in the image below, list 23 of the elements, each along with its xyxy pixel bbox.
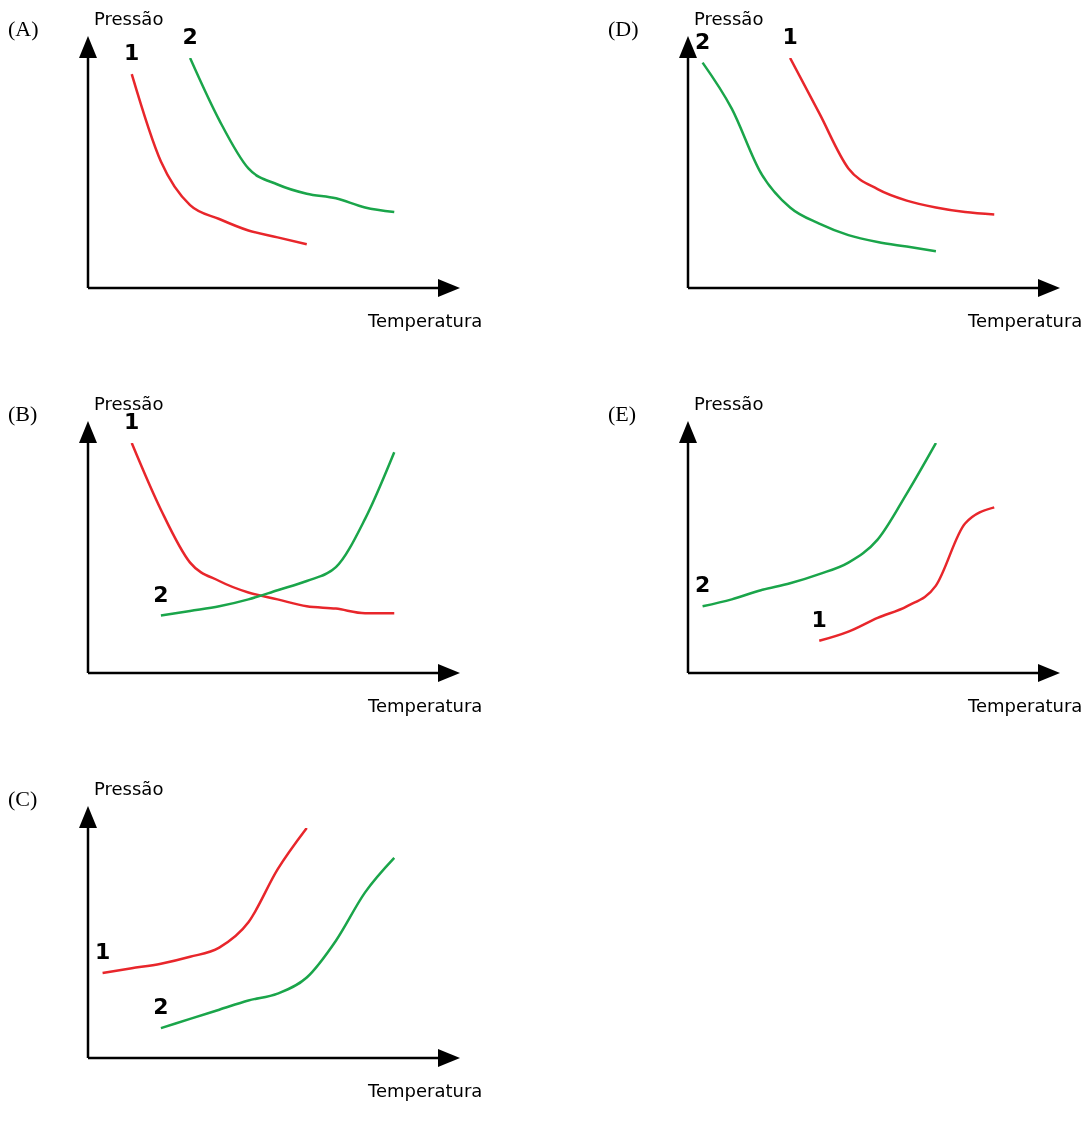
y-axis-title: Pressão <box>94 8 164 29</box>
x-axis-title: Temperatura <box>368 310 483 331</box>
series-label: 2 <box>694 28 711 54</box>
chart-title: (E) <box>608 401 637 427</box>
chart-title: (C) <box>8 786 38 812</box>
y-axis-title: Pressão <box>694 8 764 29</box>
x-axis-title: Temperatura <box>968 695 1083 716</box>
chart-title: (A) <box>8 16 39 42</box>
chart-title: (D) <box>608 16 639 42</box>
series-label: 1 <box>124 40 140 66</box>
y-axis-title: Pressão <box>94 778 164 799</box>
series-label: 1 <box>782 24 798 49</box>
x-axis-title: Temperatura <box>368 695 483 716</box>
x-axis-title: Temperatura <box>368 1080 483 1101</box>
x-axis-title: Temperatura <box>968 310 1083 331</box>
series-label: 1 <box>811 606 827 632</box>
series-label: 2 <box>153 994 169 1020</box>
chart-title: (B) <box>8 401 38 427</box>
series-label: 2 <box>182 24 198 49</box>
y-axis-title: Pressão <box>694 393 764 414</box>
series-label: 2 <box>153 581 169 607</box>
series-label: 1 <box>94 938 111 964</box>
series-label: 2 <box>694 572 711 598</box>
